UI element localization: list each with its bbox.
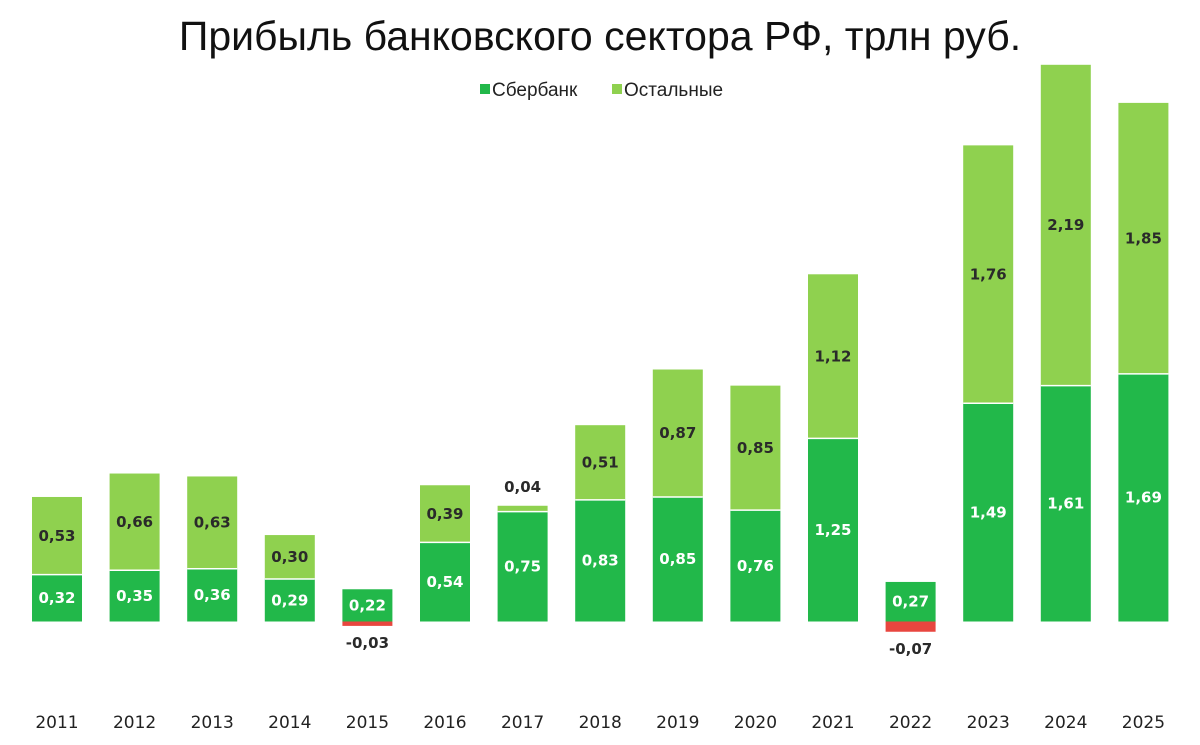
x-tick-2013: 2013: [191, 713, 234, 733]
bars-group: [32, 64, 1169, 632]
bar-label-others-2021: 1,12: [814, 347, 851, 365]
bar-label-others-2015: -0,03: [346, 634, 389, 652]
bar-label-sberbank-2018: 0,83: [582, 552, 619, 570]
legend-swatch-sberbank: [480, 84, 490, 94]
bar-label-others-2018: 0,51: [582, 454, 619, 472]
bar-sberbank-2025: [1118, 373, 1169, 622]
bar-label-sberbank-2016: 0,54: [426, 573, 463, 591]
bar-sberbank-2021: [808, 438, 858, 622]
bar-label-others-2022: -0,07: [889, 640, 932, 658]
bar-labels-group: 0,32 0,53 0,35 0,66 0,36 0,63 0,29 0,30 0,22 -0,0…: [38, 216, 1161, 658]
bar-label-others-2014: 0,30: [271, 548, 308, 566]
bar-label-sberbank-2015: 0,22: [349, 596, 386, 614]
bar-label-sberbank-2017: 0,75: [504, 558, 541, 576]
bar-label-others-2019: 0,87: [659, 424, 696, 442]
bar-others-2014: [264, 535, 315, 580]
legend-swatch-others: [612, 84, 622, 94]
bar-others-negative-2022: [885, 621, 936, 632]
x-tick-2019: 2019: [656, 713, 699, 733]
bar-sberbank-2014: [264, 579, 315, 622]
x-tick-2014: 2014: [268, 713, 311, 733]
x-tick-2012: 2012: [113, 713, 156, 733]
bar-label-sberbank-2014: 0,29: [271, 591, 308, 609]
bar-sberbank-2024: [1040, 385, 1091, 622]
bar-others-2011: [32, 496, 82, 575]
bar-label-others-2020: 0,85: [737, 439, 774, 457]
x-tick-2016: 2016: [423, 713, 466, 733]
bar-label-others-2012: 0,66: [116, 513, 153, 531]
bar-sberbank-2015: [342, 589, 393, 622]
bar-others-negative-2015: [342, 621, 393, 626]
x-tick-2018: 2018: [579, 713, 622, 733]
bar-others-2024: [1040, 64, 1091, 386]
x-tick-2011: 2011: [35, 713, 78, 733]
bar-others-2020: [730, 385, 781, 511]
bar-label-others-2023: 1,76: [970, 265, 1007, 283]
bar-label-others-2011: 0,53: [38, 527, 75, 545]
bar-label-sberbank-2019: 0,85: [659, 550, 696, 568]
bar-others-2018: [575, 425, 626, 500]
x-tick-2020: 2020: [734, 713, 777, 733]
bar-others-2021: [808, 274, 858, 439]
bar-others-2013: [187, 476, 238, 569]
x-tick-2025: 2025: [1122, 713, 1165, 733]
bar-label-sberbank-2025: 1,69: [1125, 489, 1162, 507]
bar-label-others-2013: 0,63: [194, 514, 231, 532]
bar-sberbank-2017: [497, 511, 548, 622]
bar-sberbank-2023: [963, 403, 1014, 622]
bar-others-2025: [1118, 102, 1169, 374]
bar-label-others-2017: 0,04: [504, 478, 541, 496]
bar-label-sberbank-2013: 0,36: [194, 586, 231, 604]
bar-label-sberbank-2023: 1,49: [970, 503, 1007, 521]
legend-label-sberbank: Сбербанк: [492, 80, 578, 101]
bar-label-others-2016: 0,39: [426, 505, 463, 523]
x-tick-2021: 2021: [811, 713, 854, 733]
bar-others-2016: [420, 485, 470, 543]
x-tick-2024: 2024: [1044, 713, 1087, 733]
bar-sberbank-2012: [109, 570, 160, 622]
x-tick-2022: 2022: [889, 713, 932, 733]
bar-sberbank-2020: [730, 510, 781, 622]
bar-sberbank-2022: [885, 581, 936, 622]
bar-sberbank-2011: [32, 574, 82, 622]
legend-label-others: Остальные: [624, 80, 723, 101]
bar-label-sberbank-2022: 0,27: [892, 593, 929, 611]
bar-label-sberbank-2011: 0,32: [38, 589, 75, 607]
x-tick-2017: 2017: [501, 713, 544, 733]
bar-others-2012: [109, 473, 160, 571]
chart-title: Прибыль банковского сектора РФ, трлн руб…: [179, 13, 1021, 59]
bar-label-others-2024: 2,19: [1047, 216, 1084, 234]
x-tick-2023: 2023: [967, 713, 1010, 733]
bar-label-sberbank-2020: 0,76: [737, 557, 774, 575]
x-axis-ticks: 2011 2012 2013 2014 2015 2016 2017 2018 2019 2020…: [35, 713, 1165, 733]
bar-others-2023: [963, 145, 1014, 404]
bar-label-sberbank-2012: 0,35: [116, 587, 153, 605]
bar-sberbank-2013: [187, 568, 238, 622]
bar-label-others-2025: 1,85: [1125, 229, 1162, 247]
bar-others-2019: [652, 369, 703, 497]
bar-label-sberbank-2024: 1,61: [1047, 495, 1084, 513]
bar-sberbank-2016: [420, 542, 470, 622]
x-tick-2015: 2015: [346, 713, 389, 733]
bar-sberbank-2018: [575, 499, 626, 622]
bar-label-sberbank-2021: 1,25: [814, 521, 851, 539]
bar-others-2017: [497, 505, 548, 512]
bar-sberbank-2019: [652, 496, 703, 622]
legend: Сбербанк Остальные: [480, 80, 723, 101]
